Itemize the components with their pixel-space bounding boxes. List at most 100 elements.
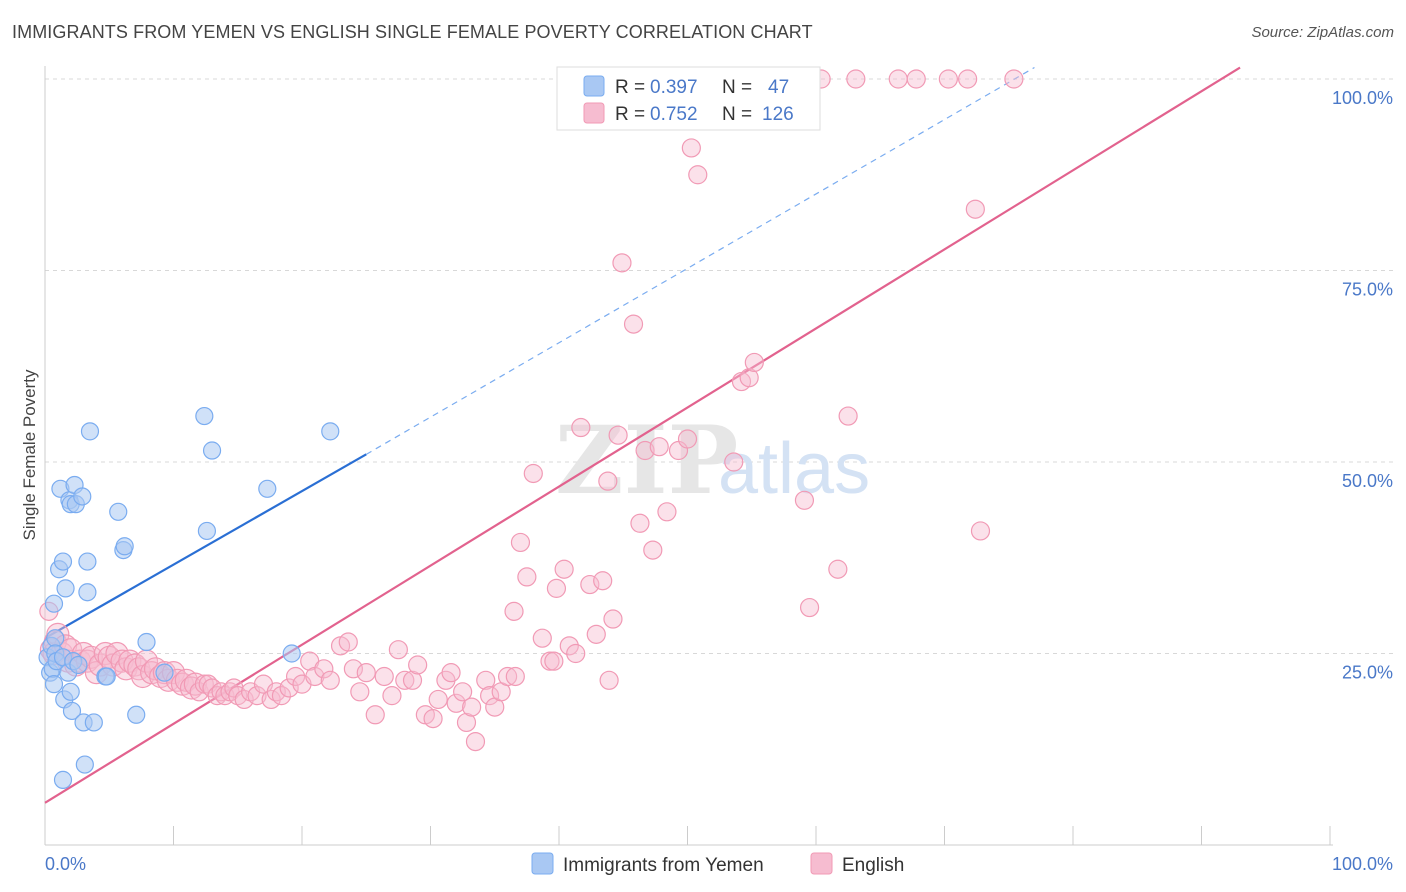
english-point: [247, 686, 267, 706]
english-point: [428, 689, 448, 710]
english-point: [338, 632, 358, 652]
english-point: [630, 513, 650, 533]
english-point: [271, 686, 292, 706]
english-point: [623, 314, 644, 334]
yemen-point: [44, 594, 64, 613]
english-point: [505, 666, 525, 687]
x-tick-labels: 0.0% 100.0%: [45, 854, 1393, 874]
english-point: [586, 624, 606, 644]
yemen-point: [155, 663, 174, 682]
correlation-legend: R = 0.397 N = 47 R = 0.752 N = 126: [556, 66, 821, 131]
english-point: [566, 643, 586, 664]
watermark-zip: ZIP: [555, 406, 738, 516]
y-tick-label: 50.0%: [1342, 471, 1393, 491]
english-point: [446, 693, 466, 713]
yemen-point: [282, 644, 301, 663]
legend-r-value: 0.752: [650, 104, 698, 125]
english-point: [965, 199, 985, 219]
english-point: [571, 417, 591, 438]
watermark-atlas: atlas: [718, 429, 870, 509]
yemen-point: [197, 521, 217, 541]
english-point: [846, 69, 866, 89]
english-point: [523, 463, 543, 484]
watermark: ZIP atlas: [555, 406, 870, 516]
yemen-point: [115, 537, 134, 556]
english-trend-line: [44, 66, 1241, 804]
legend-swatch-english: [583, 102, 605, 124]
english-point: [476, 670, 496, 690]
yemen-point: [195, 406, 214, 426]
english-point: [266, 682, 286, 702]
yemen-point: [75, 755, 94, 774]
yemen-point: [69, 655, 88, 675]
axes: [44, 66, 1333, 846]
yemen-point: [73, 487, 92, 506]
english-point: [1004, 69, 1024, 89]
chart-title: IMMIGRANTS FROM YEMEN VS ENGLISH SINGLE …: [12, 22, 813, 42]
english-point: [906, 69, 926, 89]
english-point: [441, 663, 461, 683]
yemen-points: [38, 406, 340, 789]
english-point: [350, 682, 370, 702]
english-point: [356, 663, 376, 683]
english-point: [739, 368, 759, 388]
english-point: [546, 578, 567, 598]
english-point: [554, 559, 574, 579]
english-point: [402, 670, 423, 690]
y-tick-labels: 25.0% 50.0% 75.0% 100.0%: [1332, 88, 1393, 683]
yemen-point: [80, 422, 100, 441]
english-point: [603, 609, 623, 629]
english-point: [279, 678, 299, 698]
english-point: [320, 670, 340, 690]
english-point: [828, 559, 848, 579]
legend-n-value: 126: [762, 104, 794, 125]
english-point: [559, 636, 579, 656]
yemen-trend-line: [44, 453, 367, 640]
english-point: [544, 651, 564, 671]
english-point: [395, 670, 415, 690]
yemen-point: [109, 502, 128, 521]
english-point: [688, 165, 708, 185]
english-point: [744, 352, 764, 373]
english-point: [423, 709, 443, 729]
legend-n-label: N =: [722, 77, 752, 98]
yemen-trend-extension: [365, 66, 1035, 455]
english-point: [608, 425, 628, 445]
english-point: [462, 697, 482, 717]
english-point: [234, 689, 254, 710]
yemen-point: [127, 705, 146, 724]
yemen-point: [202, 441, 222, 460]
yemen-point: [258, 479, 277, 498]
yemen-point: [78, 583, 97, 602]
english-point: [207, 686, 227, 706]
english-point: [517, 567, 537, 587]
trend-lines: [44, 66, 1241, 804]
english-point: [598, 471, 618, 491]
english-point: [374, 666, 394, 687]
english-point: [510, 532, 531, 553]
legend-r-label: R =: [615, 104, 645, 125]
english-point: [465, 731, 486, 752]
legend-n-value: 47: [768, 77, 789, 98]
yemen-point: [97, 667, 116, 686]
english-point: [838, 406, 858, 426]
english-point: [453, 682, 473, 702]
yemen-point: [53, 770, 73, 789]
english-point: [532, 628, 552, 648]
english-point: [599, 670, 619, 690]
legend-swatch-yemen: [531, 852, 554, 875]
english-point: [794, 490, 815, 510]
english-point: [888, 69, 908, 89]
legend-n-label: N =: [722, 104, 752, 125]
english-point: [456, 712, 477, 733]
yemen-point: [137, 632, 156, 652]
legend-swatch-english: [810, 852, 833, 875]
english-point: [649, 437, 669, 457]
legend-swatch-yemen: [583, 75, 605, 97]
english-point: [408, 655, 428, 675]
english-point: [504, 601, 524, 621]
legend-item-english: English: [842, 855, 904, 876]
y-axis-label: Single Female Poverty: [20, 369, 39, 541]
legend-r-label: R =: [615, 77, 645, 98]
